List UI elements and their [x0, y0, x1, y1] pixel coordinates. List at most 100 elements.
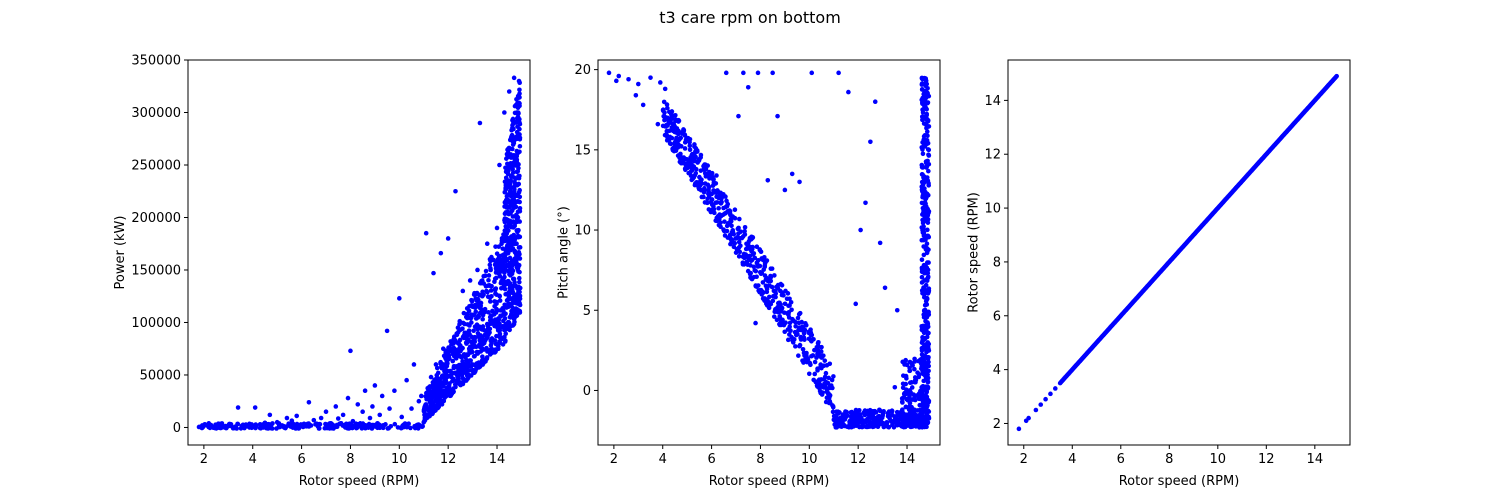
data-point — [490, 308, 495, 314]
data-point — [252, 405, 258, 410]
data-point — [899, 399, 905, 405]
data-point — [492, 317, 498, 323]
data-point — [912, 356, 917, 362]
data-point — [502, 110, 507, 115]
data-point — [761, 267, 766, 272]
data-point — [830, 385, 835, 391]
data-point — [381, 423, 386, 429]
data-point — [284, 415, 290, 421]
data-point — [504, 205, 509, 210]
data-point — [430, 384, 436, 390]
data-point — [919, 179, 925, 185]
data-point — [472, 343, 477, 349]
data-point — [672, 144, 678, 149]
data-point — [464, 341, 469, 346]
data-point — [493, 347, 499, 352]
data-point — [453, 188, 458, 194]
data-point — [785, 337, 791, 343]
data-point — [857, 412, 863, 417]
data-point — [512, 154, 517, 160]
data-point — [921, 134, 927, 139]
data-point — [705, 163, 710, 168]
data-point — [467, 303, 472, 309]
data-point — [792, 329, 798, 335]
data-point — [786, 309, 792, 315]
data-point — [741, 262, 747, 267]
data-point — [517, 116, 522, 122]
x-tick-label: 2 — [1020, 452, 1028, 467]
data-point — [925, 356, 931, 362]
data-point — [926, 152, 931, 158]
data-point — [468, 358, 473, 363]
data-point — [747, 246, 752, 252]
y-tick-label: 8 — [993, 255, 1001, 270]
data-point — [462, 330, 468, 336]
data-point — [921, 141, 926, 146]
data-point — [921, 194, 927, 200]
power-vs-rotor-speed-plot: 2 4 6 8 10 12 14 0 50000 100000 150000 200000 250000… — [113, 54, 531, 489]
data-point — [796, 311, 802, 317]
data-point — [430, 401, 435, 407]
data-point — [514, 217, 520, 223]
data-point — [440, 373, 446, 378]
data-point — [877, 240, 883, 246]
data-point — [856, 407, 862, 413]
data-point — [379, 393, 385, 399]
data-point — [349, 424, 354, 430]
data-point — [306, 424, 312, 429]
data-point — [508, 152, 514, 157]
data-point — [495, 256, 501, 262]
data-point — [517, 80, 522, 85]
data-point — [496, 244, 502, 249]
y-tick-label: 10 — [574, 224, 591, 239]
data-point — [502, 211, 508, 216]
data-point — [706, 169, 712, 175]
data-point — [439, 382, 445, 387]
data-point — [457, 318, 463, 324]
data-point — [921, 330, 927, 336]
data-point — [478, 344, 484, 350]
data-point — [444, 362, 450, 367]
y-tick-label: 5 — [583, 304, 591, 319]
data-point — [510, 305, 516, 311]
data-point — [497, 274, 503, 279]
data-point — [469, 320, 474, 325]
y-tick-label: 15 — [574, 143, 591, 158]
data-point — [505, 224, 510, 230]
data-point — [919, 162, 925, 168]
x-axis-label: Rotor speed (RPM) — [709, 474, 830, 489]
data-point — [797, 179, 802, 185]
data-point — [517, 256, 523, 261]
data-point — [801, 331, 807, 336]
data-point — [1043, 396, 1048, 402]
data-point — [436, 402, 442, 407]
data-points — [1016, 73, 1339, 432]
x-tick-label: 8 — [1165, 452, 1173, 467]
data-point — [868, 139, 873, 145]
data-point — [678, 135, 684, 141]
data-point — [477, 324, 482, 329]
data-point — [485, 289, 490, 295]
data-point — [787, 332, 792, 337]
data-point — [872, 408, 878, 414]
data-point — [775, 113, 780, 119]
data-point — [765, 178, 771, 183]
data-point — [909, 404, 914, 410]
data-point — [714, 194, 719, 199]
data-point — [764, 303, 770, 308]
data-point — [626, 76, 631, 82]
data-point — [831, 374, 836, 379]
data-point — [912, 397, 918, 403]
data-point — [872, 415, 878, 421]
data-point — [508, 221, 514, 226]
data-point — [872, 99, 878, 105]
data-point — [904, 376, 909, 381]
data-point — [689, 168, 695, 173]
data-point — [757, 247, 762, 252]
data-point — [487, 262, 493, 268]
data-point — [481, 347, 487, 352]
y-tick-label: 6 — [993, 309, 1001, 324]
data-point — [480, 278, 485, 283]
data-point — [723, 70, 729, 76]
data-point — [462, 354, 468, 360]
